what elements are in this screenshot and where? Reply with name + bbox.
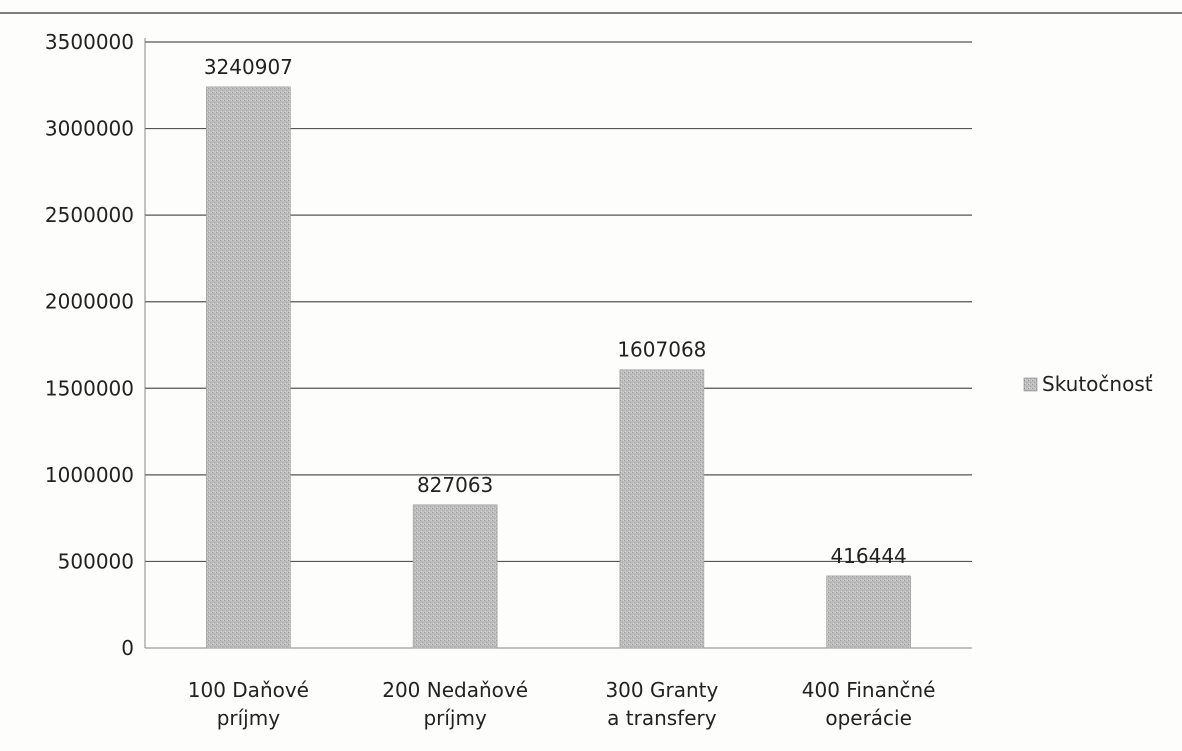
x-tick-label: príjmy (217, 706, 281, 730)
x-axis-categories: 100 Daňové príjmy 200 Nedaňové príjmy 300 Gr… (188, 678, 936, 730)
bars (206, 86, 911, 649)
data-label: 416444 (830, 544, 906, 568)
data-label: 1607068 (617, 338, 706, 362)
x-tick-label: 100 Daňové (188, 678, 309, 702)
bar (412, 504, 498, 649)
y-axis: 0 500000 1000000 1500000 2000000 2500000 30000… (45, 30, 972, 660)
y-tick-label: 3500000 (45, 30, 134, 54)
data-label: 3240907 (204, 55, 293, 79)
legend: Skutočnosť (1023, 372, 1153, 396)
data-labels: 3240907 827063 1607068 416444 (204, 55, 907, 568)
data-label: 827063 (417, 473, 493, 497)
y-tick-label: 500000 (58, 549, 134, 573)
bar (206, 86, 291, 649)
x-tick-label: 200 Nedaňové (382, 678, 528, 702)
x-tick-label: 400 Finančné (802, 678, 936, 702)
x-tick-label: 300 Granty (605, 678, 718, 702)
legend-swatch (1023, 377, 1038, 392)
y-tick-label: 2500000 (45, 203, 134, 227)
y-tick-label: 1000000 (45, 463, 134, 487)
x-tick-label: operácie (825, 706, 912, 730)
y-tick-label: 1500000 (45, 376, 134, 400)
x-tick-label: príjmy (423, 706, 487, 730)
x-tick-label: a transfery (607, 706, 717, 730)
legend-label: Skutočnosť (1042, 372, 1153, 396)
bar (826, 575, 911, 649)
y-tick-label: 0 (121, 636, 134, 660)
y-tick-label: 3000000 (45, 117, 134, 141)
bar (619, 369, 705, 649)
y-tick-label: 2000000 (45, 290, 134, 314)
